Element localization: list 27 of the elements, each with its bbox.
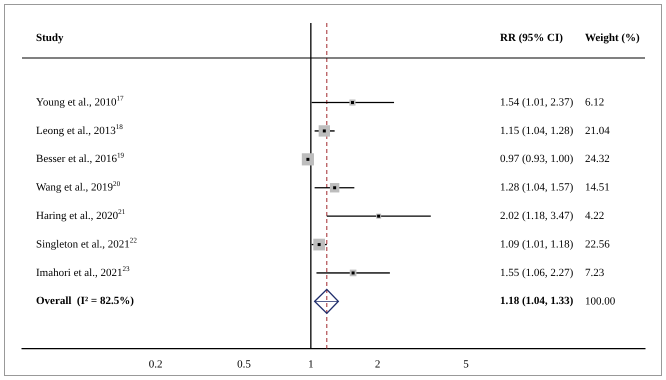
x-tick-label: 2 [374,358,380,370]
point [330,183,340,192]
annotation: 2.02 (1.18, 3.47) [500,210,574,222]
annotation: 1.18 (1.04, 1.33) [500,295,574,308]
annotation: 14.51 [585,182,610,194]
y-tick-label: Overall (I² = 82.5%) [36,295,134,308]
x-tick-label: 0.2 [148,358,163,370]
annotation: 24.32 [585,153,610,166]
annotation: 1.55 (1.06, 2.27) [500,266,574,279]
text: RR (95% CI) [500,32,564,44]
annotation: 1.15 (1.04, 1.28) [500,124,574,137]
x-tick-label: 0.5 [237,358,252,370]
annotation: 22.56 [585,238,610,250]
annotation: 0.97 (0.93, 1.00) [500,153,574,166]
annotation: 4.22 [585,210,604,222]
point [314,288,339,314]
annotation: 7.23 [585,266,605,279]
annotation: 1.54 (1.01, 2.37) [500,96,574,108]
annotation: 21.04 [585,124,610,137]
x-tick-label: 1 [308,358,314,370]
text: Weight (%) [585,32,640,44]
x-tick-label: 5 [463,358,470,370]
annotation: 1.09 (1.01, 1.18) [500,238,574,250]
annotation: 1.28 (1.04, 1.57) [500,182,574,194]
annotation: 6.12 [585,96,604,108]
annotation: 100.00 [585,295,616,308]
text: Study [36,32,64,44]
